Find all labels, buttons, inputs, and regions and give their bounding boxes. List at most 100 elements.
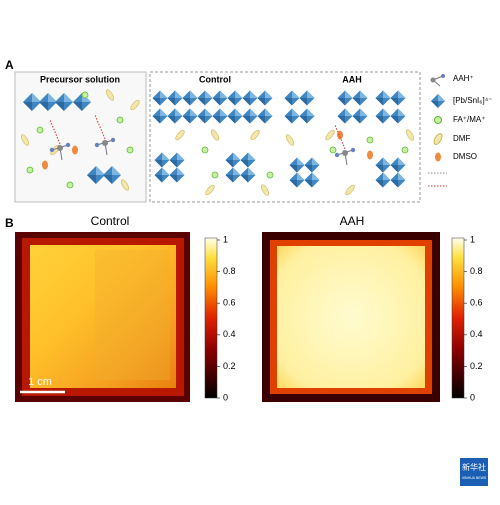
colorbar-tick-label: 0.4 — [223, 329, 236, 339]
aah-atom — [94, 142, 100, 148]
legend-label: [Pb/SnI₆]⁴⁻ — [453, 96, 492, 105]
octahedron — [375, 108, 391, 124]
octahedron — [169, 152, 185, 168]
control-title: Control — [91, 214, 130, 228]
octahedron — [390, 108, 406, 124]
aah-atom — [49, 147, 55, 153]
aah-atom — [334, 152, 340, 158]
panel-label: B — [5, 216, 14, 230]
octahedron — [154, 167, 170, 183]
cation — [401, 146, 409, 154]
dmf — [130, 99, 140, 111]
octahedron — [225, 167, 241, 183]
dmf — [406, 129, 414, 141]
legend-label: AAH⁺ — [453, 74, 474, 83]
octahedron — [375, 172, 391, 188]
colorbar — [451, 237, 465, 399]
dmf — [286, 134, 294, 146]
octahedron — [227, 108, 243, 124]
octahedron — [240, 152, 256, 168]
aah-title: AAH — [340, 214, 365, 228]
dmso — [42, 160, 48, 170]
cation — [126, 146, 134, 154]
interaction — [49, 119, 61, 145]
octahedron — [152, 108, 168, 124]
control-title: Control — [199, 74, 231, 84]
dmf — [175, 129, 185, 141]
dmf — [106, 89, 114, 101]
dmf — [211, 129, 219, 141]
legend-label: DMF — [453, 134, 470, 143]
octahedron — [304, 157, 320, 173]
aah-atom — [350, 147, 356, 153]
dmf — [261, 184, 269, 196]
cation — [329, 146, 337, 154]
colorbar-tick-label: 0.6 — [470, 298, 483, 308]
legend-icon — [434, 116, 442, 124]
octahedron — [304, 172, 320, 188]
octahedron — [197, 90, 213, 106]
scale-bar-label: 1 cm — [28, 376, 52, 388]
dmf — [21, 134, 29, 146]
dmso — [72, 145, 78, 155]
aah-map-film — [277, 246, 425, 388]
octahedron — [257, 90, 273, 106]
dmf — [121, 179, 129, 191]
colorbar-tick-label: 0 — [470, 392, 475, 402]
legend-icon — [435, 152, 441, 162]
octahedron — [212, 90, 228, 106]
colorbar-tick-label: 0 — [223, 392, 228, 402]
legend-label: DMSO — [453, 152, 477, 161]
octahedron — [284, 90, 300, 106]
octahedron — [182, 108, 198, 124]
octahedron — [240, 167, 256, 183]
colorbar-tick-label: 1 — [223, 234, 228, 244]
control-map-film — [30, 245, 176, 388]
colorbar-tick-label: 0.6 — [223, 298, 236, 308]
colorbar-tick-label: 0.2 — [470, 361, 483, 371]
octahedron — [352, 90, 368, 106]
octahedron — [257, 108, 273, 124]
cation — [66, 181, 74, 189]
dmf — [250, 129, 260, 141]
octahedron — [289, 172, 305, 188]
octahedron — [390, 90, 406, 106]
octahedron — [375, 157, 391, 173]
octahedron — [167, 90, 183, 106]
aah-atom — [57, 145, 63, 151]
octahedron — [299, 90, 315, 106]
aah-atom — [342, 150, 348, 156]
colorbar-tick-label: 0.8 — [223, 266, 236, 276]
octahedron — [337, 108, 353, 124]
legend-icon — [431, 94, 445, 108]
legend: AAH⁺ [Pb/SnI₆]⁴⁻ FA⁺/MA⁺ DMF DMSO — [428, 74, 492, 187]
aah-atom — [102, 140, 108, 146]
octahedron — [390, 172, 406, 188]
cation — [211, 171, 219, 179]
octahedron — [337, 90, 353, 106]
octahedron — [390, 157, 406, 173]
colorbar-tick-label: 0.4 — [470, 329, 483, 339]
cation — [116, 116, 124, 124]
colorbar-tick-label: 0.2 — [223, 361, 236, 371]
cation — [26, 166, 34, 174]
octahedron — [227, 90, 243, 106]
cation — [366, 136, 374, 144]
octahedron — [289, 157, 305, 173]
octahedron — [225, 152, 241, 168]
legend-icon — [430, 77, 436, 83]
aah-title: AAH — [342, 74, 362, 84]
structure-illustration — [21, 89, 414, 196]
octahedron — [152, 90, 168, 106]
octahedron — [284, 108, 300, 124]
octahedron — [352, 108, 368, 124]
legend-label: FA⁺/MA⁺ — [453, 115, 485, 124]
aah-atom — [110, 137, 116, 143]
octahedron — [182, 90, 198, 106]
octahedron — [299, 108, 315, 124]
interaction — [94, 114, 106, 140]
dmf — [325, 129, 335, 141]
product-box — [149, 71, 421, 203]
octahedron — [242, 108, 258, 124]
